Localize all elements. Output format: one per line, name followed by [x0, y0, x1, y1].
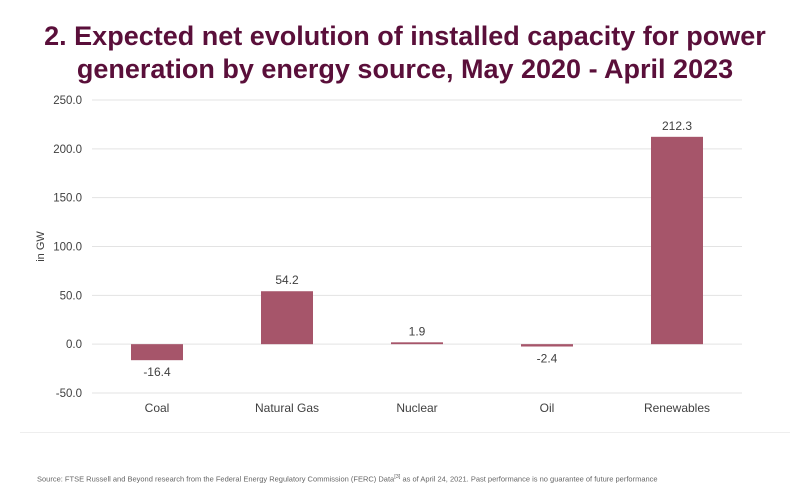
- y-tick-label: -50.0: [56, 388, 82, 400]
- y-tick-label: 0.0: [66, 339, 82, 351]
- bar: [131, 344, 183, 361]
- y-tick-label: 250.0: [53, 95, 82, 107]
- x-tick-label: Renewables: [644, 401, 710, 415]
- y-axis-label: in GW: [35, 231, 47, 262]
- data-label: -2.4: [537, 352, 558, 366]
- y-tick-label: 50.0: [60, 290, 82, 302]
- bottom-divider: [20, 432, 790, 433]
- x-tick-label: Oil: [540, 401, 555, 415]
- x-tick-label: Coal: [145, 401, 170, 415]
- y-tick-label: 150.0: [53, 193, 82, 205]
- bar: [261, 291, 313, 345]
- x-tick-label: Nuclear: [396, 401, 437, 415]
- y-tick-label: 200.0: [53, 144, 82, 156]
- source-note: Source: FTSE Russell and Beyond research…: [37, 474, 658, 484]
- source-suffix: as of April 24, 2021. Past performance i…: [400, 474, 658, 484]
- bar: [651, 136, 703, 345]
- source-reference: [3]: [394, 474, 401, 480]
- source-prefix: Source: FTSE Russell and Beyond research…: [37, 474, 395, 484]
- y-tick-label: 100.0: [53, 242, 82, 254]
- x-tick-label: Natural Gas: [255, 401, 319, 415]
- data-label: 212.3: [662, 119, 692, 133]
- chart-title: 2. Expected net evolution of installed c…: [0, 20, 810, 86]
- chart-title-line-1: 2. Expected net evolution of installed c…: [44, 21, 766, 51]
- bar: [391, 342, 443, 345]
- chart-title-line-2: generation by energy source, May 2020 - …: [76, 54, 734, 84]
- data-label: 54.2: [275, 273, 299, 287]
- bar: [521, 344, 573, 347]
- data-label: 1.9: [409, 324, 426, 338]
- data-label: -16.4: [143, 365, 171, 379]
